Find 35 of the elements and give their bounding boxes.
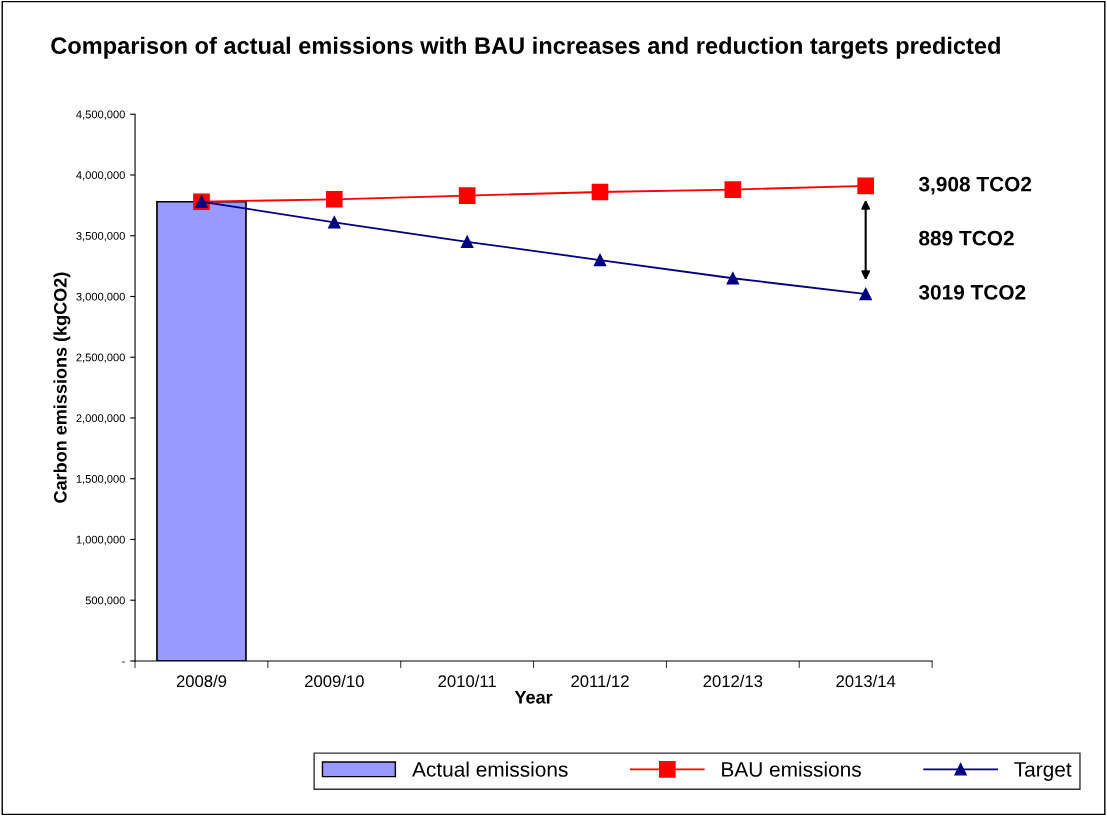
- y-tick-label: 4,000,000: [76, 171, 125, 181]
- y-tick-label: 1,000,000: [76, 535, 125, 545]
- y-tick-label: 1,500,000: [76, 474, 125, 485]
- y-tick-label: 3,500,000: [76, 232, 125, 242]
- y-tick-label: 2,000,000: [76, 414, 125, 424]
- x-tick-label: 2012/13: [703, 674, 763, 688]
- point: [724, 181, 742, 198]
- point: [460, 235, 474, 249]
- x-axis-title: Year: [514, 691, 553, 704]
- point: [328, 216, 341, 229]
- point: [593, 253, 607, 267]
- y-tick-label: 2,500,000: [76, 353, 125, 363]
- y-tick-label: 500,000: [85, 596, 125, 606]
- y-axis-title: Carbon emissions (kgCO2): [53, 272, 71, 503]
- legend-label: Target: [1014, 762, 1072, 781]
- point: [857, 177, 875, 195]
- y-tick-label: 3,000,000: [76, 292, 125, 302]
- annotation: 889 TCO2: [919, 230, 1014, 246]
- x-tick-label: 2011/12: [571, 674, 629, 688]
- point: [325, 190, 343, 208]
- x-tick-label: 2008/9: [176, 674, 227, 688]
- point: [726, 272, 740, 285]
- point: [458, 187, 476, 204]
- legend-label: Actual emissions: [412, 761, 568, 777]
- point: [591, 183, 609, 201]
- point: [859, 287, 872, 301]
- annotation: 3019 TCO2: [918, 284, 1026, 300]
- chart-title: Comparison of actual emissions with BAU increases and reduction targets predicted: [51, 36, 1000, 59]
- x-tick-label: 2013/14: [836, 674, 896, 688]
- x-tick-label: 2009/10: [305, 674, 364, 688]
- x-tick-label: 2010/11: [438, 674, 496, 688]
- y-tick-label: 4,500,000: [76, 110, 125, 120]
- annotation: 3,908 TCO2: [918, 176, 1032, 195]
- y-tick-label: -: [122, 661, 125, 663]
- legend-label: BAU emissions: [722, 761, 861, 777]
